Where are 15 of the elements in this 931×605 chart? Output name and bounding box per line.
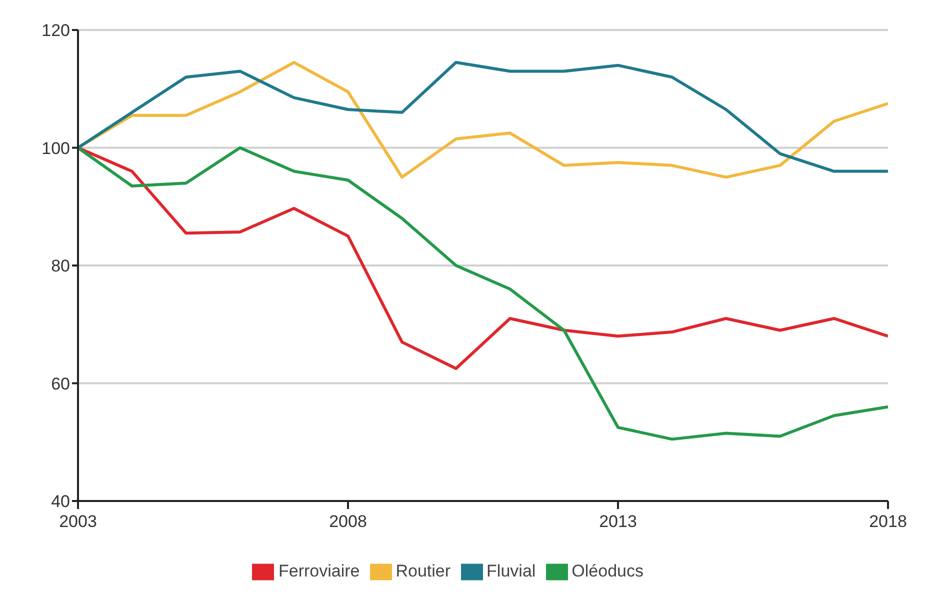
line-series (78, 146, 888, 370)
legend-label: Routier (396, 561, 451, 580)
x-tick-label: 2003 (59, 512, 97, 532)
y-tick-label: 40 (51, 492, 70, 512)
legend-label: Fluvial (486, 561, 536, 580)
legend-label: Oléoducs (572, 561, 644, 580)
y-tick-label: 120 (42, 21, 70, 40)
x-tick-label: 2008 (329, 512, 367, 532)
legend-label: Ferroviaire (278, 561, 360, 580)
x-tick-label: 2018 (869, 512, 907, 532)
y-tick-label: 100 (42, 138, 70, 158)
y-tick-label: 80 (51, 256, 70, 276)
y-tick-label: 60 (51, 374, 70, 394)
line-series (78, 146, 888, 441)
x-tick-label: 2013 (599, 512, 637, 532)
